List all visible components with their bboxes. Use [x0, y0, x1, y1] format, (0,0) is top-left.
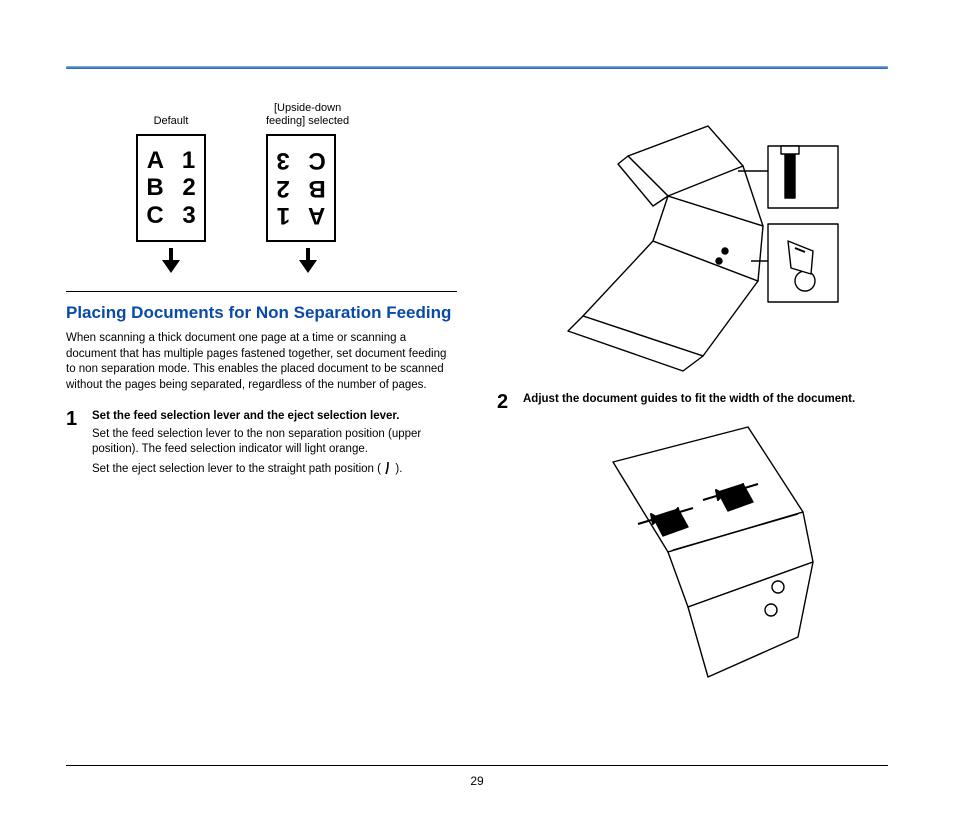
right-column: 2 Adjust the document guides to fit the …: [497, 100, 888, 758]
left-column: Default A 1 B 2 C 3 [Upside-down feeding…: [66, 100, 457, 758]
icon-row: B 2: [146, 174, 201, 202]
step-1: 1 Set the feed selection lever and the e…: [66, 409, 457, 477]
step-number: 1: [66, 409, 82, 477]
arrow-down-icon: [266, 248, 349, 273]
step-1-body-2-pre: Set the eject selection lever to the str…: [92, 463, 381, 475]
illustration-scanner-levers: [497, 106, 888, 376]
icon-row: B 2: [270, 174, 325, 202]
section-divider: [66, 291, 457, 292]
step-1-body-1: Set the feed selection lever to the non …: [92, 427, 457, 458]
straight-path-icon: [384, 462, 392, 480]
icon-row: C 3: [270, 147, 325, 175]
step-1-body-2: Set the eject selection lever to the str…: [92, 460, 457, 478]
step-2-title: Adjust the document guides to fit the wi…: [523, 392, 855, 408]
step-1-title: Set the feed selection lever and the eje…: [92, 409, 457, 425]
icon-row: A 1: [147, 147, 201, 175]
page-number: 29: [0, 774, 954, 788]
section-title: Placing Documents for Non Separation Fee…: [66, 302, 457, 323]
icon-row: A 1: [271, 202, 325, 230]
step-number: 2: [497, 392, 513, 412]
icon-upside-down: [Upside-down feeding] selected A 1 B 2 C…: [266, 100, 349, 273]
icon-row: C 3: [146, 202, 201, 230]
icon-default-box: A 1 B 2 C 3: [136, 134, 206, 242]
step-1-body-2-post: ).: [395, 463, 402, 475]
illustration-document-guides: [497, 422, 888, 692]
step-content: Adjust the document guides to fit the wi…: [523, 392, 855, 412]
page-content: Default A 1 B 2 C 3 [Upside-down feeding…: [66, 100, 888, 758]
icon-default-label: Default: [136, 100, 206, 128]
icon-upside-label: [Upside-down feeding] selected: [266, 100, 349, 128]
bottom-rule: [66, 765, 888, 766]
orientation-icons: Default A 1 B 2 C 3 [Upside-down feeding…: [66, 100, 457, 273]
intro-paragraph: When scanning a thick document one page …: [66, 331, 457, 393]
step-2: 2 Adjust the document guides to fit the …: [497, 392, 888, 412]
step-content: Set the feed selection lever and the eje…: [92, 409, 457, 477]
top-rule: [66, 66, 888, 69]
arrow-down-icon: [136, 248, 206, 273]
icon-upside-box: A 1 B 2 C 3: [266, 134, 336, 242]
icon-default: Default A 1 B 2 C 3: [136, 100, 206, 273]
